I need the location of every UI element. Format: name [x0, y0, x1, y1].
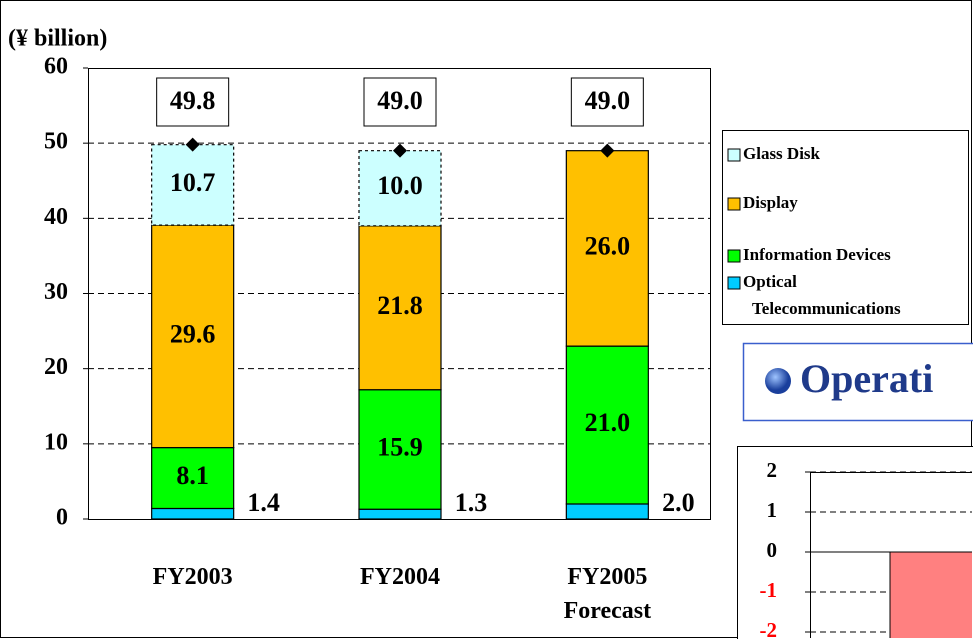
- y-tick-label: 10: [44, 429, 68, 455]
- total-marker: [393, 143, 407, 158]
- data-label: 8.1: [176, 461, 209, 490]
- legend-swatch: [727, 148, 741, 162]
- total-box: [570, 77, 644, 127]
- legend-swatch: [727, 276, 741, 290]
- data-label: 15.9: [377, 432, 423, 461]
- data-label: 2.0: [662, 488, 695, 517]
- data-label: 21.0: [585, 408, 631, 437]
- bar-segment: [358, 508, 442, 520]
- data-label: 1.3: [455, 488, 488, 517]
- data-label: 1.4: [247, 488, 280, 517]
- x-tick-label: FY2003: [153, 564, 233, 590]
- total-box: [156, 77, 230, 127]
- legend-swatch: [727, 197, 741, 211]
- legend-label: Glass Disk: [743, 144, 821, 163]
- total-label: 49.8: [170, 86, 216, 115]
- data-label: 26.0: [585, 231, 631, 260]
- bar-segment: [565, 503, 649, 520]
- y-tick-label: 40: [44, 204, 68, 230]
- legend-label: Display: [743, 193, 798, 212]
- y-tick-label: 0: [56, 505, 68, 531]
- bar-segment: [565, 345, 649, 505]
- data-label: 10.7: [170, 168, 216, 197]
- y-tick-label: 1: [767, 498, 778, 522]
- total-label: 49.0: [585, 86, 631, 115]
- total-marker: [185, 137, 200, 152]
- total-box: [363, 77, 437, 127]
- bar-segment: [565, 150, 649, 347]
- x-tick-label: FY2005 Forecast: [564, 564, 652, 624]
- bar-segment: [151, 144, 235, 226]
- x-tick-label: FY2004: [360, 564, 440, 590]
- globe-icon: [765, 368, 791, 394]
- data-label: 29.6: [170, 319, 216, 348]
- total-marker: [600, 143, 615, 158]
- y-tick-label: 30: [44, 279, 68, 305]
- bar-segment: [358, 225, 442, 391]
- bar-segment: [151, 507, 235, 520]
- y-tick-label: 0: [767, 538, 778, 562]
- y-tick-label: 60: [44, 54, 68, 80]
- data-label: 21.8: [377, 291, 423, 320]
- y-tick-label: 50: [44, 129, 68, 155]
- data-label: 10.0: [377, 171, 423, 200]
- bar: [889, 551, 972, 638]
- legend-label: Optical Telecommunications: [743, 272, 901, 318]
- y-tick-label: 20: [44, 354, 68, 380]
- y-tick-label: -1: [760, 578, 778, 602]
- legend-swatch: [727, 249, 741, 263]
- y-axis-label: (¥ billion): [8, 26, 107, 52]
- panel-title: Operati: [800, 356, 933, 401]
- y-tick-label: 2: [767, 458, 778, 482]
- y-tick-label: -2: [760, 618, 778, 639]
- bar-segment: [358, 150, 442, 227]
- legend-label: Information Devices: [743, 245, 891, 264]
- total-label: 49.0: [377, 86, 423, 115]
- legend-box: [722, 130, 969, 325]
- bar-segment: [358, 389, 442, 510]
